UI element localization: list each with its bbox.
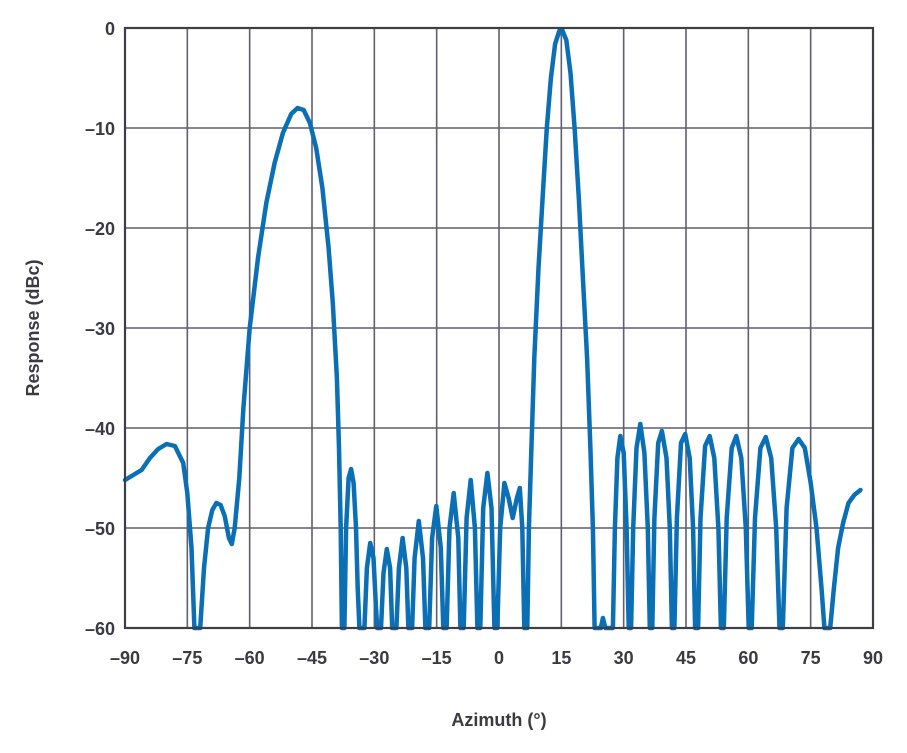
x-tick-label: 15: [551, 648, 571, 668]
x-tick-label: –45: [297, 648, 327, 668]
x-axis-ticks: –90 –75 –60 –45 –30 –15 0 15 30 45 60 75 90: [110, 648, 883, 668]
y-tick-label: –50: [85, 519, 115, 539]
x-tick-label: –30: [359, 648, 389, 668]
x-tick-label: 75: [801, 648, 821, 668]
y-axis-title: Response (dBc): [23, 259, 43, 396]
x-tick-label: –75: [172, 648, 202, 668]
y-tick-label: 0: [105, 19, 115, 39]
y-tick-label: –60: [85, 619, 115, 639]
x-tick-label: 60: [738, 648, 758, 668]
x-tick-label: –90: [110, 648, 140, 668]
x-tick-label: 45: [676, 648, 696, 668]
series: [122, 27, 863, 631]
x-tick-label: –15: [422, 648, 452, 668]
y-tick-label: –20: [85, 219, 115, 239]
x-tick-label: –60: [235, 648, 265, 668]
x-tick-label: 30: [614, 648, 634, 668]
x-tick-label: 0: [494, 648, 504, 668]
plot-frame: [123, 26, 875, 630]
y-tick-label: –40: [85, 419, 115, 439]
y-tick-label: –10: [85, 119, 115, 139]
series-line: [122, 27, 863, 631]
x-tick-label: 90: [863, 648, 883, 668]
y-tick-label: –30: [85, 319, 115, 339]
y-axis-ticks: 0 –10 –20 –30 –40 –50 –60: [85, 19, 115, 639]
x-axis-title: Azimuth (°): [451, 710, 546, 730]
